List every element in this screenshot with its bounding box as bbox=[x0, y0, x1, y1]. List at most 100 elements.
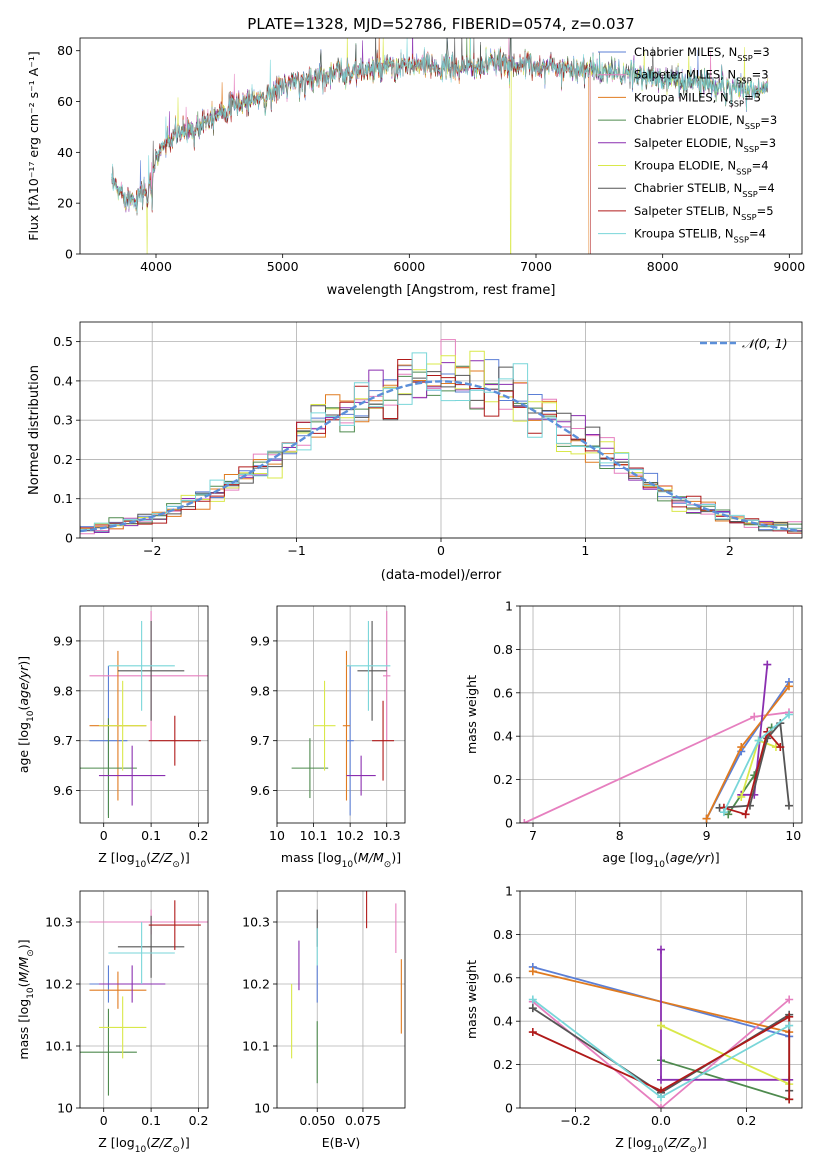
histogram-kroupa-elodie bbox=[80, 350, 802, 534]
legend-entry: Salpeter MILES, NSSP=3 bbox=[634, 68, 769, 86]
label-part: M/M bbox=[358, 850, 384, 865]
x-tick-label: 0 bbox=[100, 828, 108, 843]
x-tick-label: 2 bbox=[726, 543, 734, 558]
label-part: Salpeter STELIB, N bbox=[634, 204, 741, 218]
weight-marker bbox=[702, 814, 711, 823]
weight-marker bbox=[719, 808, 728, 817]
weight-line-kroupa-miles bbox=[705, 685, 790, 820]
label-part: )] bbox=[16, 939, 31, 949]
x-tick-label: 9000 bbox=[773, 259, 805, 274]
y-tick-label: 0.5 bbox=[53, 334, 73, 349]
y-tick-label: 0.8 bbox=[493, 927, 513, 942]
x-tick-label: 0.2 bbox=[189, 828, 209, 843]
weight-marker bbox=[657, 1075, 665, 1084]
weight-marker bbox=[657, 945, 665, 954]
x-axis-label: E(B-V) bbox=[322, 1135, 361, 1150]
y-tick-label: 0 bbox=[65, 531, 73, 546]
plot-area bbox=[291, 610, 395, 816]
x-tick-label: 0.1 bbox=[141, 1113, 161, 1128]
axes-age_vs_Z: 0 0.1 0.29.69.79.89.9Z [log10(Z/Z⊙)]age [l… bbox=[16, 605, 209, 870]
weight-marker bbox=[657, 1021, 665, 1030]
label-part: ( bbox=[16, 982, 31, 987]
y-tick-label: 9.7 bbox=[53, 733, 73, 748]
x-tick-label: −2 bbox=[143, 543, 161, 558]
x-tick-label: 0.1 bbox=[141, 828, 161, 843]
axes-frame bbox=[276, 890, 406, 1109]
y-tick-label: 0.3 bbox=[53, 413, 73, 428]
label-part: Kroupa MILES, N bbox=[634, 90, 729, 104]
y-tick-label: 0.6 bbox=[493, 685, 513, 700]
label-part: Z [log bbox=[615, 1135, 651, 1150]
label-part: Chabrier MILES, N bbox=[634, 45, 737, 59]
legend-entry: Chabrier ELODIE, NSSP=3 bbox=[634, 113, 777, 131]
x-tick-label: 0 bbox=[100, 1113, 108, 1128]
label-part: mass [log bbox=[16, 999, 31, 1060]
label-part: Salpeter MILES, N bbox=[634, 68, 736, 82]
spectrum-line-kroupa-stelib bbox=[111, 38, 769, 214]
y-tick-label: 0.6 bbox=[493, 970, 513, 985]
label-part: =4 bbox=[752, 159, 769, 173]
label-part: =3 bbox=[759, 136, 776, 150]
label-part: )] bbox=[697, 1135, 707, 1150]
weight-marker bbox=[528, 1004, 537, 1013]
legend-entry: Chabrier MILES, NSSP=3 bbox=[634, 45, 770, 63]
label-part: mass [log bbox=[281, 850, 342, 865]
label-part: SSP bbox=[744, 144, 759, 154]
weight-marker bbox=[784, 801, 793, 810]
y-tick-label: 0.4 bbox=[493, 1014, 513, 1029]
y-tick-label: 0.4 bbox=[53, 373, 73, 388]
label-part: Chabrier STELIB, N bbox=[634, 181, 742, 195]
label-part: 10 bbox=[652, 1145, 664, 1155]
label-part: Salpeter ELODIE, N bbox=[634, 136, 744, 150]
x-axis-label: Z [log10(Z/Z⊙)] bbox=[98, 850, 189, 870]
label-part: )] bbox=[391, 850, 401, 865]
label-part: M/M bbox=[16, 956, 31, 982]
x-tick-label: 0.075 bbox=[345, 1113, 381, 1128]
weight-marker bbox=[763, 660, 772, 669]
chart-title: PLATE=1328, MJD=52786, FIBERID=0574, z=0… bbox=[247, 15, 634, 33]
axes-frame bbox=[79, 605, 209, 824]
x-tick-label: 6000 bbox=[393, 259, 425, 274]
weight-marker bbox=[784, 682, 793, 691]
label-part: 10 bbox=[26, 710, 36, 722]
label-part: SSP bbox=[736, 76, 751, 86]
label-part: )] bbox=[180, 1135, 190, 1150]
weight-marker bbox=[657, 1093, 665, 1102]
label-part: =3 bbox=[744, 90, 761, 104]
y-tick-label: 10.3 bbox=[242, 915, 270, 930]
x-tick-label: 5000 bbox=[267, 259, 299, 274]
y-tick-label: 9.6 bbox=[53, 783, 73, 798]
weight-marker bbox=[784, 710, 793, 719]
weight-line-salpeter-stelib bbox=[723, 730, 781, 816]
y-tick-label: 0.1 bbox=[53, 491, 73, 506]
x-tick-label: 10 bbox=[269, 828, 285, 843]
x-tick-label: 0.0 bbox=[651, 1113, 671, 1128]
y-tick-label: 0.8 bbox=[493, 642, 513, 657]
weight-marker bbox=[741, 810, 750, 819]
x-axis-label: Z [log10(Z/Z⊙)] bbox=[615, 1135, 706, 1155]
label-part: Kroupa STELIB, N bbox=[634, 227, 734, 241]
x-tick-label: 7 bbox=[529, 828, 537, 843]
legend-entry: Kroupa ELODIE, NSSP=4 bbox=[634, 159, 769, 177]
x-tick-label: 8000 bbox=[647, 259, 679, 274]
legend-entry: Chabrier STELIB, NSSP=4 bbox=[634, 181, 775, 199]
weight-line-salpeter-stelib bbox=[532, 1015, 791, 1100]
y-tick-label: 10.1 bbox=[45, 1039, 73, 1054]
label-part: =3 bbox=[753, 45, 770, 59]
label-part: SSP bbox=[737, 53, 752, 63]
label-part: ⊙ bbox=[172, 860, 180, 870]
axes-residuals: −2 −1 0 1 2 0 0.1 0.2 0.3 0.4 0.5 (data-model)/erro… bbox=[27, 321, 803, 583]
x-tick-label: 0.2 bbox=[737, 1113, 757, 1128]
x-axis-label: mass [log10(M/M⊙)] bbox=[281, 850, 401, 870]
x-tick-label: 0 bbox=[437, 543, 445, 558]
weight-marker bbox=[785, 995, 794, 1004]
weight-marker bbox=[750, 712, 759, 721]
label-part: =4 bbox=[749, 227, 766, 241]
weight-marker bbox=[785, 1021, 794, 1030]
label-part: age/yr bbox=[670, 850, 711, 865]
label-part: =3 bbox=[760, 113, 777, 127]
label-part: SSP bbox=[734, 235, 749, 245]
legend: 𝒩(0, 1) bbox=[700, 336, 788, 351]
y-tick-label: 0 bbox=[505, 816, 513, 831]
